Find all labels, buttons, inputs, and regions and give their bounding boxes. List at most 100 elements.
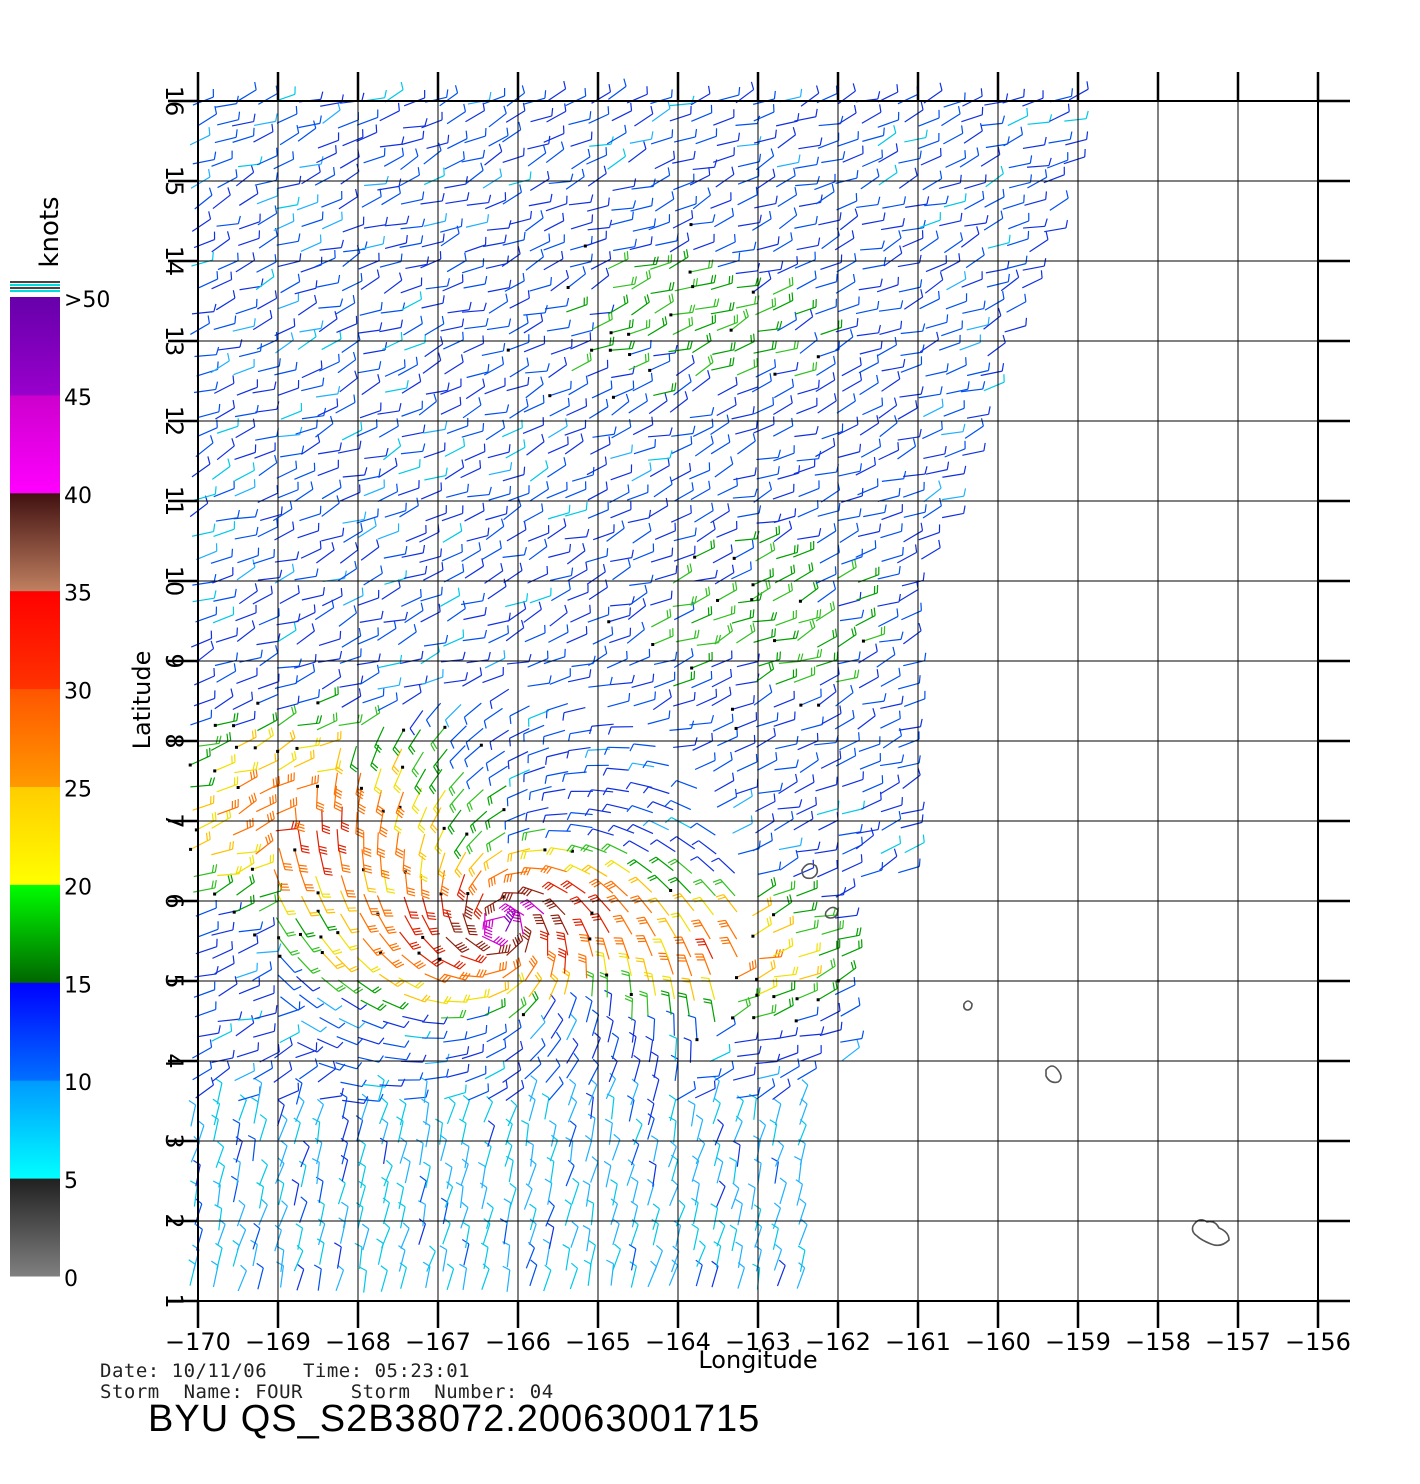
- wind-barb: [628, 763, 654, 770]
- wind-barb: [610, 445, 632, 459]
- wind-barb: [191, 169, 210, 188]
- wind-barb: [674, 129, 696, 142]
- wind-barb: [877, 594, 900, 606]
- wind-barb: [362, 189, 381, 207]
- wind-barb: [431, 726, 446, 751]
- wind-barb: [861, 862, 882, 877]
- wind-barb: [692, 333, 711, 353]
- wind-barb: [734, 1116, 742, 1142]
- wind-barb: [1022, 90, 1043, 106]
- wind-barb: [274, 213, 294, 230]
- wind-barb: [278, 176, 301, 188]
- wind-barb: [643, 820, 669, 830]
- wind-barb: [445, 354, 464, 374]
- wind-barb: [318, 299, 342, 309]
- wind-barb: [279, 1201, 287, 1227]
- wind-barb: [444, 564, 463, 582]
- wind-barb: [523, 417, 543, 433]
- wind-barb: [258, 674, 279, 689]
- wind-barb: [703, 999, 715, 1022]
- wind-barb: [276, 918, 296, 937]
- wind-barb: [735, 712, 757, 730]
- wind-barb: [212, 1115, 219, 1141]
- wind-barb: [215, 129, 237, 142]
- wind-barb: [778, 187, 797, 206]
- wind-barb: [713, 1098, 720, 1124]
- wind-barb: [817, 860, 837, 877]
- wind-barb: [942, 488, 965, 499]
- wind-barb: [627, 1160, 634, 1186]
- wind-barb: [696, 689, 716, 706]
- wind-barb: [217, 216, 241, 226]
- wind-barb: [384, 273, 402, 294]
- x-tick-label: −159: [1045, 1328, 1111, 1356]
- wind-barb: [321, 528, 343, 541]
- wind-barb: [259, 455, 277, 476]
- wind-barb: [486, 751, 504, 771]
- wind-barb: [258, 485, 278, 502]
- wind-barb: [381, 1177, 388, 1203]
- wind-barb: [817, 981, 837, 1002]
- wind-barb: [774, 1099, 781, 1125]
- wind-barb: [364, 832, 372, 857]
- wind-barb: [375, 727, 384, 753]
- wind-barb: [1049, 104, 1069, 122]
- wind-barb: [488, 1121, 495, 1147]
- wind-barb: [605, 747, 630, 754]
- wind-barb: [507, 522, 526, 541]
- wind-barb: [524, 90, 546, 104]
- wind-barb: [881, 797, 902, 812]
- wind-barb: [364, 148, 385, 163]
- wind-barb: [775, 736, 798, 749]
- wind-barb: [647, 1016, 654, 1041]
- wind-barb: [361, 539, 379, 560]
- wind-barb: [214, 316, 236, 330]
- wind-barb: [772, 981, 794, 998]
- wind-barb: [448, 810, 461, 834]
- wind-barb: [651, 609, 670, 627]
- wind-barb: [759, 261, 782, 272]
- wind-barb: [233, 128, 254, 143]
- wind-barb: [482, 540, 501, 559]
- wind-barb: [862, 212, 885, 224]
- wind-barb: [236, 299, 257, 314]
- wind-barb: [235, 444, 256, 459]
- wind-barb: [842, 771, 863, 786]
- wind-barb: [237, 1042, 258, 1057]
- wind-barb: [860, 375, 879, 395]
- wind-barb: [320, 240, 344, 250]
- wind-barb: [419, 1219, 426, 1245]
- wind-barb: [666, 1011, 674, 1036]
- wind-barb: [540, 931, 548, 956]
- wind-barb: [212, 941, 232, 958]
- wind-barb: [944, 232, 962, 252]
- wind-barb: [676, 955, 691, 976]
- wind-barb: [821, 319, 842, 334]
- wind-barb: [612, 419, 631, 438]
- wind-barb: [610, 1180, 617, 1206]
- wind-barb: [1025, 191, 1047, 205]
- wind-barb: [842, 939, 862, 956]
- wind-barb: [276, 730, 295, 753]
- wind-barb: [239, 921, 263, 931]
- wind-barb: [861, 439, 880, 457]
- wind-barb: [567, 1014, 577, 1040]
- wind-barb: [462, 1239, 469, 1265]
- wind-barb: [862, 775, 882, 792]
- wind-barb: [484, 961, 506, 975]
- legend-band: [10, 982, 60, 1080]
- wind-barb: [589, 399, 608, 418]
- wind-barb: [631, 1177, 638, 1203]
- wind-barb: [877, 337, 896, 356]
- wind-barb: [718, 87, 740, 101]
- wind-barb: [880, 696, 903, 709]
- wind-barb: [529, 539, 547, 560]
- wind-barb: [294, 750, 314, 767]
- wind-barb: [526, 249, 543, 270]
- wind-barb: [904, 691, 925, 707]
- wind-barb: [317, 1239, 324, 1265]
- wind-barb: [298, 121, 316, 142]
- wind-barb: [488, 613, 511, 626]
- wind-barb: [583, 1181, 590, 1207]
- wind-barb: [571, 1222, 578, 1248]
